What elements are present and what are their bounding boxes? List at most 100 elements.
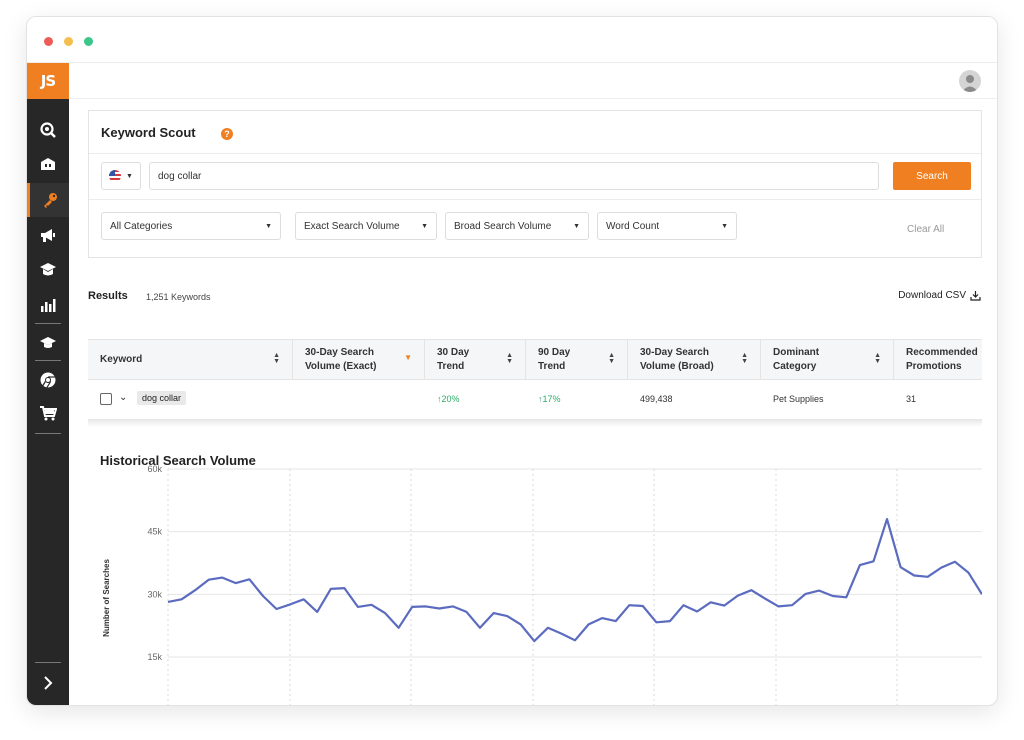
sidebar-item-extension[interactable]: [27, 363, 69, 397]
sidebar-item-keyword[interactable]: [27, 183, 69, 217]
maximize-window-button[interactable]: [84, 37, 93, 46]
sidebar-item-promotions[interactable]: [27, 218, 69, 252]
filter-word-count[interactable]: Word Count ▼: [597, 212, 737, 240]
close-window-button[interactable]: [44, 37, 53, 46]
caret-down-icon: ▼: [721, 222, 728, 230]
column-header-promotions[interactable]: Recommended Promotions: [894, 340, 982, 380]
sidebar-item-store[interactable]: [27, 147, 69, 181]
megaphone-icon: [41, 229, 55, 242]
download-csv-button[interactable]: Download CSV: [898, 290, 981, 301]
y-tick-label: 15k: [147, 652, 162, 662]
sort-icon: ▲ ▼: [506, 352, 513, 365]
cell-promotions: 31: [906, 394, 917, 404]
help-icon[interactable]: ?: [221, 128, 233, 140]
sidebar-expand-button[interactable]: [27, 671, 69, 695]
cell-30-day-trend: ↑ 20%: [437, 380, 460, 417]
caret-down-icon: ▼: [265, 222, 272, 230]
column-header-category[interactable]: Dominant Category ▲ ▼: [761, 340, 894, 380]
filter-label: Broad Search Volume: [454, 220, 552, 232]
sidebar-divider: [35, 433, 61, 434]
search-button[interactable]: Search: [893, 162, 971, 190]
column-header-90-day-trend[interactable]: 90 Day Trend ▲ ▼: [526, 340, 628, 380]
cell-broad-volume: 499,438: [640, 394, 673, 404]
chevron-right-icon: [44, 676, 53, 690]
caret-down-icon: ▼: [573, 222, 580, 230]
chart-title: Historical Search Volume: [100, 453, 256, 468]
country-select[interactable]: ▼: [101, 162, 141, 190]
sort-icon: ▲ ▼: [273, 352, 280, 365]
window-titlebar: [27, 17, 997, 63]
browser-window: JS: [26, 16, 998, 706]
sort-icon: ▲ ▼: [874, 352, 881, 365]
sidebar-divider: [35, 360, 61, 361]
column-header-label: Recommended Promotions: [906, 347, 978, 372]
trend-value: 20%: [441, 394, 460, 404]
chevron-down-icon[interactable]: ⌄: [119, 392, 128, 403]
top-bar: [69, 63, 997, 99]
row-checkbox[interactable]: [100, 393, 112, 405]
column-header-keyword[interactable]: Keyword ▲ ▼: [88, 340, 293, 380]
sidebar: JS: [27, 63, 69, 705]
filter-label: Word Count: [606, 220, 660, 232]
sort-desc-icon: ▼: [404, 353, 412, 362]
panel-divider: [89, 199, 981, 200]
column-header-exact-volume[interactable]: 30-Day Search Volume (Exact) ▼: [293, 340, 425, 380]
filter-categories[interactable]: All Categories ▼: [101, 212, 281, 240]
bar-chart-icon: [41, 299, 56, 312]
search-volume-series-line: [167, 517, 982, 643]
sort-icon: ▲ ▼: [608, 352, 615, 365]
clear-all-link[interactable]: Clear All: [907, 224, 945, 235]
results-label: Results: [88, 290, 128, 302]
sidebar-item-academy[interactable]: [27, 253, 69, 287]
table-row[interactable]: ⌄ dog collar ↑ 20% ↑ 17% 499,438 Pet Sup…: [88, 380, 982, 417]
search-input[interactable]: [149, 162, 879, 190]
results-table: Keyword ▲ ▼ 30-Day Search Volume (Exact) …: [88, 339, 982, 417]
cell-90-day-trend: ↑ 17%: [538, 380, 561, 417]
filter-label: All Categories: [110, 220, 173, 232]
download-icon: [970, 291, 981, 301]
panel-divider: [89, 153, 981, 154]
cell-category: Pet Supplies: [773, 394, 824, 404]
column-header-label: 30-Day Search Volume (Exact): [305, 347, 377, 372]
y-tick-label: 30k: [147, 589, 162, 599]
minimize-window-button[interactable]: [64, 37, 73, 46]
filter-label: Exact Search Volume: [304, 220, 400, 232]
column-header-label: Keyword: [100, 354, 143, 365]
sidebar-item-cart[interactable]: [27, 396, 69, 430]
filter-exact-volume[interactable]: Exact Search Volume ▼: [295, 212, 437, 240]
sidebar-item-analytics[interactable]: [27, 288, 69, 322]
download-csv-label: Download CSV: [898, 290, 966, 301]
arrow-up-icon: ↑: [437, 394, 442, 404]
store-icon: [41, 158, 55, 170]
caret-down-icon: ▼: [421, 222, 428, 230]
filter-broad-volume[interactable]: Broad Search Volume ▼: [445, 212, 589, 240]
y-tick-label: 45k: [147, 527, 162, 537]
column-header-label: 30-Day Search Volume (Broad): [640, 347, 714, 372]
sidebar-item-search[interactable]: [27, 113, 69, 147]
trend-value: 17%: [542, 394, 561, 404]
column-header-30-day-trend[interactable]: 30 Day Trend ▲ ▼: [425, 340, 526, 380]
cart-icon: [40, 406, 57, 421]
keyword-tag[interactable]: dog collar: [137, 391, 187, 405]
table-header: Keyword ▲ ▼ 30-Day Search Volume (Exact) …: [88, 340, 982, 380]
arrow-up-icon: ↑: [538, 394, 543, 404]
avatar[interactable]: [959, 70, 981, 92]
graduation-cap-icon: [40, 337, 56, 348]
sidebar-divider: [35, 662, 61, 663]
search-volume-chart: 15k 30k 45k 60k Number of Searches: [102, 464, 982, 705]
chrome-icon: [40, 372, 56, 388]
academy-icon: [40, 263, 56, 276]
historical-chart-card: 15k 30k 45k 60k Number of Searches Historica…: [88, 419, 982, 705]
y-axis-label: Number of Searches: [102, 559, 111, 637]
caret-down-icon: ▼: [126, 172, 133, 180]
keyword-scout-panel: Keyword Scout ? ▼ Search All Categories …: [88, 110, 982, 258]
user-icon: [962, 75, 978, 92]
column-header-broad-volume[interactable]: 30-Day Search Volume (Broad) ▲ ▼: [628, 340, 761, 380]
page-title: Keyword Scout: [101, 125, 196, 140]
sidebar-item-university[interactable]: [27, 326, 69, 360]
y-tick-label: 60k: [147, 464, 162, 474]
app-logo[interactable]: JS: [27, 63, 69, 99]
sidebar-divider: [35, 323, 61, 324]
column-header-label: Dominant Category: [773, 347, 820, 372]
column-header-label: 30 Day Trend: [437, 347, 470, 372]
